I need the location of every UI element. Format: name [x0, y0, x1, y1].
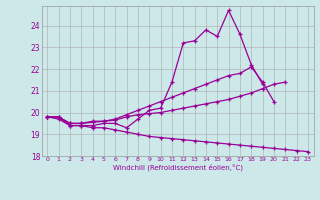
X-axis label: Windchill (Refroidissement éolien,°C): Windchill (Refroidissement éolien,°C) [113, 164, 243, 171]
